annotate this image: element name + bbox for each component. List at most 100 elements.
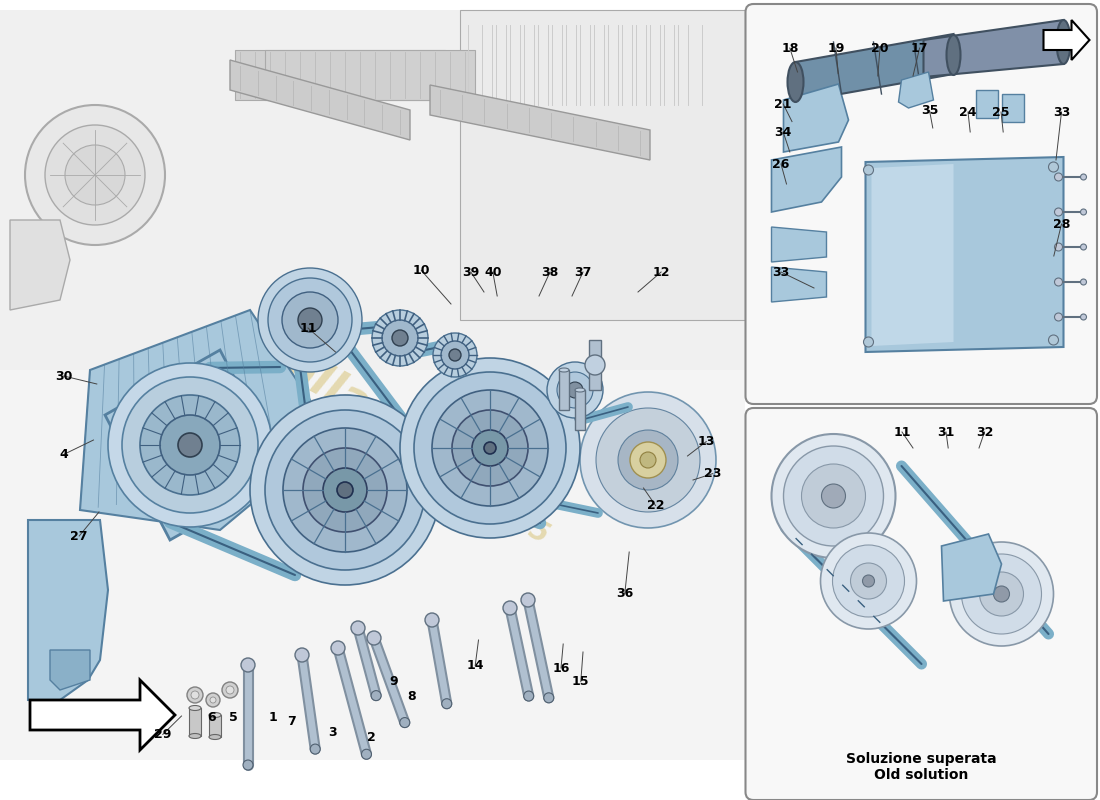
Text: 33: 33 (1053, 106, 1070, 118)
Polygon shape (10, 220, 70, 310)
Circle shape (521, 593, 535, 607)
Circle shape (949, 542, 1054, 646)
Circle shape (295, 648, 309, 662)
Text: 3: 3 (328, 726, 337, 738)
Circle shape (585, 355, 605, 375)
Ellipse shape (788, 62, 803, 102)
Circle shape (618, 430, 678, 490)
Circle shape (503, 601, 517, 615)
Circle shape (771, 434, 895, 558)
Circle shape (140, 395, 240, 495)
Ellipse shape (189, 706, 201, 710)
Circle shape (1080, 279, 1087, 285)
Polygon shape (50, 650, 90, 690)
Circle shape (331, 641, 345, 655)
Bar (209, 715, 221, 737)
Circle shape (323, 468, 367, 512)
Text: 24: 24 (959, 106, 977, 118)
Text: 11: 11 (299, 322, 317, 334)
Text: 18: 18 (781, 42, 799, 54)
Polygon shape (430, 85, 650, 160)
Circle shape (524, 691, 534, 701)
Circle shape (833, 545, 904, 617)
Circle shape (206, 693, 220, 707)
Text: 15: 15 (572, 675, 590, 688)
Ellipse shape (1056, 20, 1070, 64)
Circle shape (45, 125, 145, 225)
Text: 34: 34 (774, 126, 792, 138)
Text: 28: 28 (1053, 218, 1070, 230)
Circle shape (449, 349, 461, 361)
Polygon shape (0, 10, 745, 380)
Text: 9: 9 (389, 675, 398, 688)
Circle shape (557, 372, 593, 408)
Text: 10: 10 (412, 264, 430, 277)
Circle shape (1055, 313, 1063, 321)
Circle shape (298, 308, 322, 332)
Circle shape (1055, 243, 1063, 251)
Ellipse shape (189, 734, 201, 738)
Polygon shape (924, 20, 1064, 77)
Polygon shape (104, 350, 285, 540)
Text: 36: 36 (616, 587, 634, 600)
Circle shape (543, 693, 553, 703)
Circle shape (258, 268, 362, 372)
Ellipse shape (559, 368, 569, 372)
Circle shape (222, 682, 238, 698)
Circle shape (961, 554, 1042, 634)
Polygon shape (866, 157, 1064, 352)
Text: Soluzione superata
Old solution: Soluzione superata Old solution (846, 752, 997, 782)
Circle shape (372, 310, 428, 366)
Text: 32: 32 (976, 426, 993, 438)
Polygon shape (30, 680, 175, 750)
Circle shape (993, 586, 1010, 602)
Circle shape (566, 382, 583, 398)
Circle shape (1080, 314, 1087, 320)
Polygon shape (0, 370, 745, 760)
Polygon shape (771, 227, 826, 262)
Text: 37: 37 (574, 266, 592, 278)
Circle shape (382, 320, 418, 356)
Bar (189, 708, 201, 736)
Bar (588, 340, 601, 390)
Circle shape (302, 448, 387, 532)
Circle shape (1080, 174, 1087, 180)
Ellipse shape (575, 388, 585, 392)
Circle shape (484, 442, 496, 454)
Text: 21: 21 (774, 98, 792, 110)
Circle shape (241, 658, 255, 672)
Polygon shape (28, 520, 108, 700)
Circle shape (351, 621, 365, 635)
Text: 13: 13 (697, 435, 715, 448)
Circle shape (187, 687, 204, 703)
Polygon shape (795, 34, 954, 102)
Circle shape (371, 690, 381, 701)
FancyBboxPatch shape (746, 4, 1097, 404)
Text: 39: 39 (462, 266, 480, 278)
Text: 16: 16 (552, 662, 570, 674)
Text: 23: 23 (704, 467, 722, 480)
Circle shape (821, 533, 916, 629)
Circle shape (191, 691, 199, 699)
Text: 26: 26 (772, 158, 790, 170)
Circle shape (783, 446, 883, 546)
Circle shape (432, 390, 548, 506)
Circle shape (310, 744, 320, 754)
Circle shape (864, 165, 873, 175)
Text: 17: 17 (911, 42, 928, 54)
Circle shape (362, 750, 372, 759)
Polygon shape (771, 147, 842, 212)
Circle shape (282, 292, 338, 348)
Polygon shape (899, 72, 934, 108)
Polygon shape (783, 84, 848, 152)
Circle shape (425, 613, 439, 627)
Text: 11: 11 (893, 426, 911, 438)
Circle shape (1048, 335, 1058, 345)
Circle shape (580, 392, 716, 528)
Circle shape (547, 362, 603, 418)
Circle shape (367, 631, 381, 645)
Circle shape (802, 464, 866, 528)
Circle shape (442, 698, 452, 709)
Text: 31: 31 (937, 426, 955, 438)
Circle shape (979, 572, 1023, 616)
